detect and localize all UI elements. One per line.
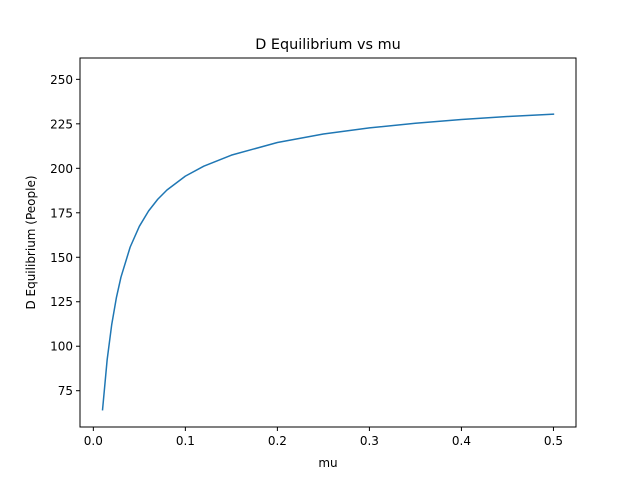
y-axis-label: D Equilibrium (People) [24,175,38,309]
axes-frame [79,57,577,428]
x-tick-label: 0.0 [84,434,103,448]
x-tick-label: 0.3 [360,434,379,448]
y-tick-label: 175 [50,206,73,220]
y-tick-label: 75 [58,384,73,398]
y-tick-label: 225 [50,117,73,131]
x-axis-ticks: 0.0 0.1 0.2 0.3 0.4 0.5 [84,427,563,448]
y-tick-label: 250 [50,73,73,87]
x-tick-label: 0.4 [452,434,471,448]
x-tick-label: 0.2 [268,434,287,448]
x-tick-label: 0.1 [176,434,195,448]
y-tick-label: 150 [50,251,73,265]
series-line [101,113,555,411]
plot-area [101,113,555,411]
x-axis-label: mu [318,456,337,470]
y-tick-label: 200 [50,162,73,176]
chart-title: D Equilibrium vs mu [255,37,401,53]
y-tick-label: 100 [50,340,73,354]
y-axis-ticks: 75 100 125 150 175 200 225 250 [50,73,80,398]
y-tick-label: 125 [50,295,73,309]
x-tick-label: 0.5 [544,434,563,448]
